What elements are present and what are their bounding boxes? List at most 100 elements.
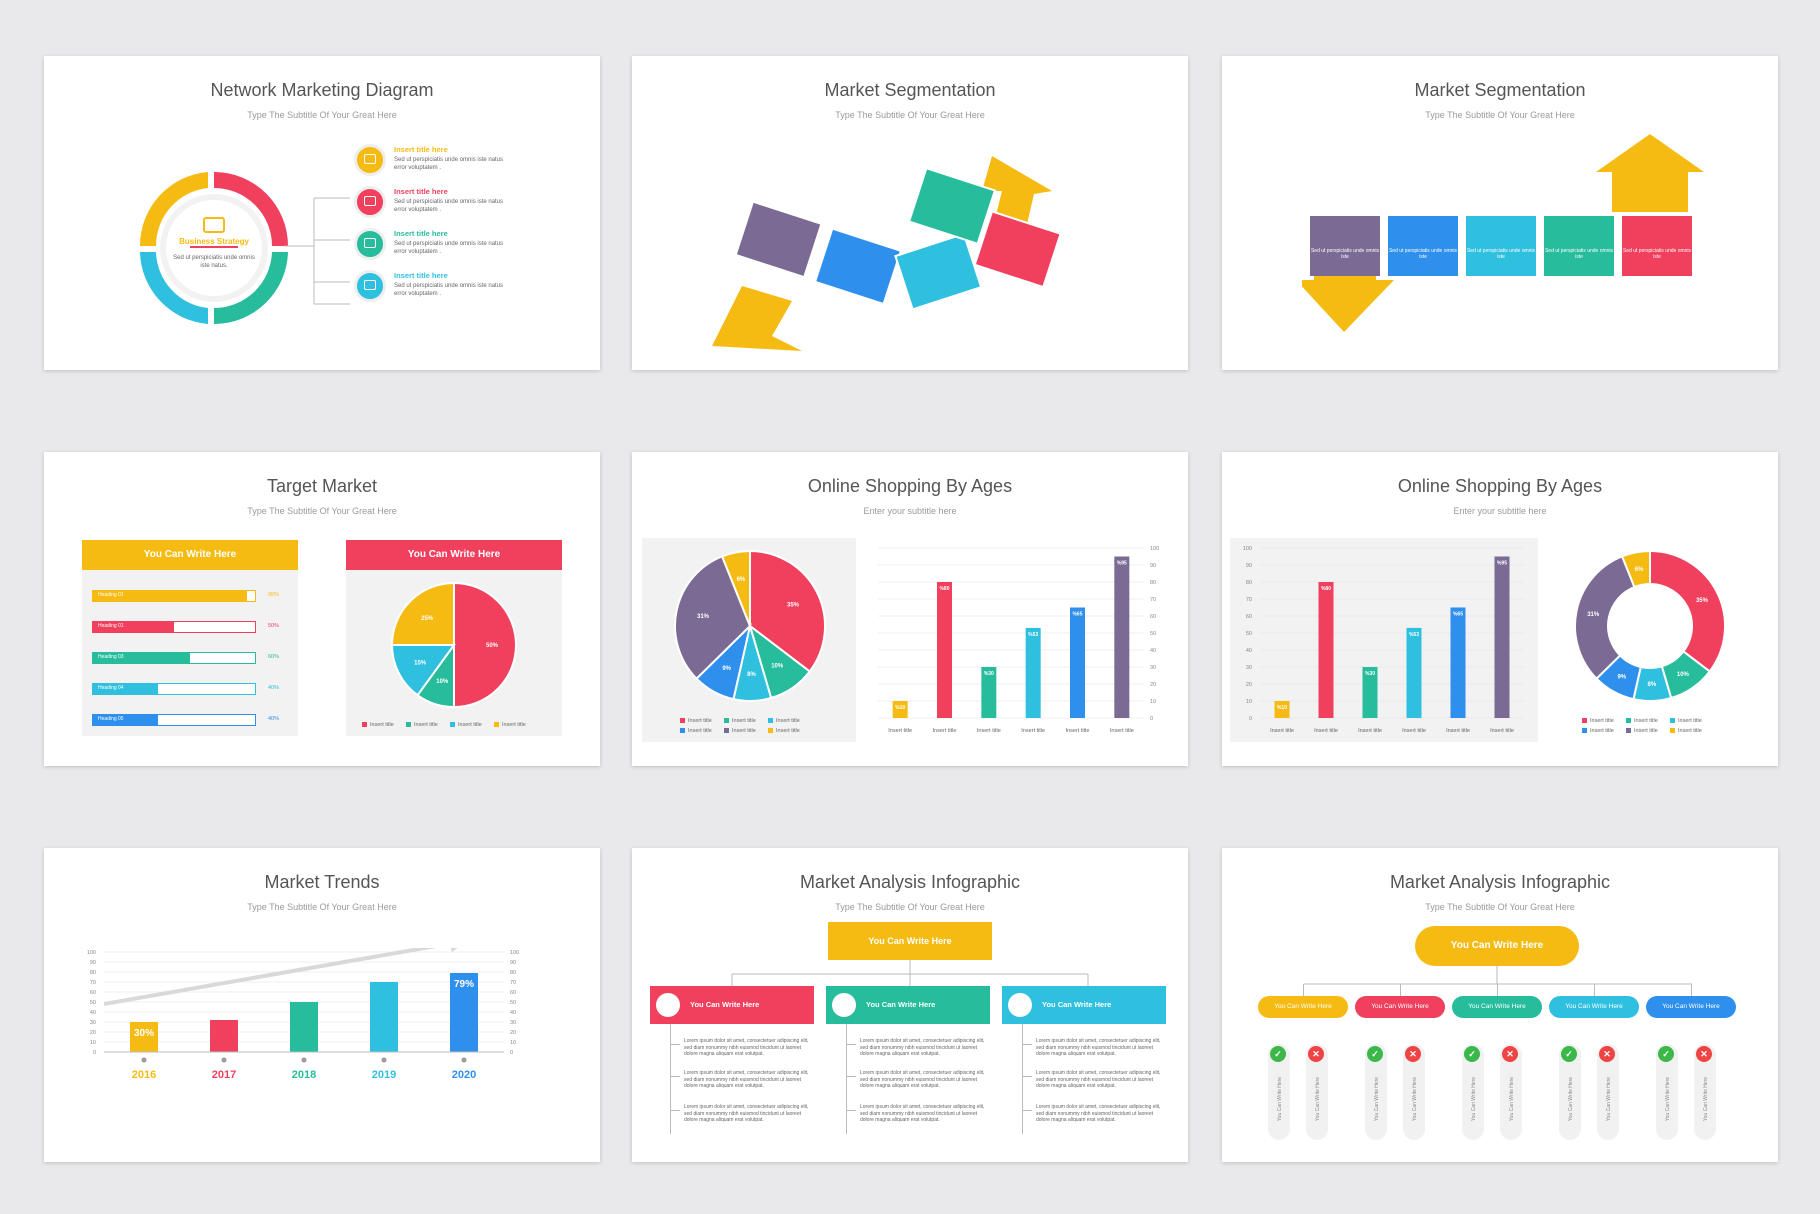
slide-title: Network Marketing Diagram (210, 80, 434, 100)
year-dot (221, 1057, 227, 1063)
vertical-pill (1268, 1044, 1290, 1140)
progress-label: Heading 05 (98, 716, 124, 722)
column-icon (832, 993, 856, 1017)
y-tick-label: 40 (90, 1010, 96, 1016)
slide-market-analysis-a[interactable]: Market Analysis Infographic Type The Sub… (632, 848, 1188, 1162)
category-label: 2016 (132, 1069, 156, 1081)
slide-subtitle: Type The Subtitle Of Your Great Here (247, 110, 397, 120)
column-header: You Can Write Here (650, 986, 814, 1024)
legend-swatch (1582, 728, 1587, 734)
item-text: Sed ut perspiciatis unde omnis iste natu… (394, 199, 504, 213)
legend-label: Insert title (732, 718, 756, 724)
top-pill: You Can Write Here (1415, 926, 1579, 966)
y-tick-label: 0 (1249, 716, 1252, 722)
legend-label: Insert title (776, 718, 800, 724)
slide-market-segmentation-b[interactable]: Market Segmentation Type The Subtitle Of… (1222, 56, 1778, 370)
y-tick-label: 30 (510, 1020, 516, 1026)
center-text: Sed ut perspiciatis unde omnis iste natu… (173, 255, 255, 269)
trend-arrow (103, 948, 437, 1006)
y-tick-label: 20 (1246, 682, 1252, 688)
slide-title: Market Trends (264, 872, 380, 892)
column-line (846, 1024, 847, 1134)
y-tick-label: 40 (1246, 648, 1252, 654)
legend-label: Insert title (458, 722, 482, 728)
y-tick-label: 70 (1246, 597, 1252, 603)
slide-market-analysis-b[interactable]: Market Analysis Infographic Type The Sub… (1222, 848, 1778, 1162)
legend-label: Insert title (370, 722, 394, 728)
vertical-text: You Can Write Here (1568, 1076, 1574, 1122)
slice-label: 31% (1587, 612, 1600, 618)
progress-percent: 50% (268, 623, 280, 629)
bar-label: %65 (1453, 612, 1463, 618)
bar (1025, 627, 1041, 718)
legend-label: Insert title (1678, 718, 1702, 724)
vertical-pill (1306, 1044, 1328, 1140)
y-tick-label: 60 (510, 990, 516, 996)
y-tick-label: 70 (90, 980, 96, 986)
pie-slice (1620, 549, 1651, 589)
legend-item: Insert title (1670, 728, 1702, 734)
progress-label: Heading 04 (98, 685, 124, 691)
slide-market-trends[interactable]: Market Trends Type The Subtitle Of Your … (44, 848, 600, 1162)
slice-label: 35% (787, 603, 800, 609)
branch-line (1303, 984, 1304, 996)
legend-label: Insert title (732, 728, 756, 734)
slide-target-market[interactable]: Target Market Type The Subtitle Of Your … (44, 452, 600, 766)
progress-percent: 40% (268, 685, 280, 691)
legend-item: Insert title (680, 718, 712, 724)
panel-right-header: You Can Write Here (346, 540, 562, 570)
legend-item: Insert title (768, 718, 800, 724)
y-tick-label: 70 (510, 980, 516, 986)
item-text: Sed ut perspiciatis unde omnis iste natu… (394, 283, 504, 297)
age-pie-chart: 35% 10% 8% 9% 31% 6% (674, 549, 826, 702)
category-label: Insert title (1110, 728, 1134, 734)
legend-label: Insert title (688, 728, 712, 734)
legend-swatch (768, 718, 773, 724)
legend-item: Insert title (1670, 718, 1702, 724)
slide-subtitle: Type The Subtitle Of Your Great Here (1425, 110, 1575, 120)
y-tick-label: 90 (1150, 563, 1156, 569)
slide-subtitle: Type The Subtitle Of Your Great Here (835, 110, 985, 120)
cross-icon: ✕ (1308, 1046, 1324, 1062)
legend-item: Insert title (724, 718, 756, 724)
panel-left (82, 540, 298, 736)
slide-market-segmentation-a[interactable]: Market Segmentation Type The Subtitle Of… (632, 56, 1188, 370)
branch-pill[interactable]: You Can Write Here (1258, 996, 1348, 1018)
y-tick-label: 20 (1150, 682, 1156, 688)
branch-pill[interactable]: You Can Write Here (1549, 996, 1639, 1018)
y-tick-label: 60 (1246, 614, 1252, 620)
branch-pill[interactable]: You Can Write Here (1646, 996, 1736, 1018)
category-label: 2020 (452, 1069, 476, 1081)
tree-lines (731, 960, 1089, 986)
category-label: Insert title (888, 728, 912, 734)
category-label: Insert title (1358, 728, 1382, 734)
item-title: Insert title here (394, 229, 448, 238)
branch-pill[interactable]: You Can Write Here (1355, 996, 1445, 1018)
branch-line (1497, 984, 1498, 996)
legend-swatch (494, 722, 499, 728)
legend-label: Insert title (688, 718, 712, 724)
bar (1274, 701, 1290, 718)
slide-online-shopping-a[interactable]: Online Shopping By Ages Enter your subti… (632, 452, 1188, 766)
progress-track: Heading 01 (92, 621, 256, 633)
icon-glyph (364, 280, 376, 290)
slice-label: 31% (697, 614, 710, 620)
slide-network-marketing[interactable]: Network Marketing Diagram Type The Subti… (44, 56, 600, 370)
tree-lines (1304, 966, 1692, 985)
category-label: Insert title (933, 728, 957, 734)
column-tick (846, 1076, 856, 1077)
y-tick-label: 10 (1246, 699, 1252, 705)
check-icon: ✓ (1270, 1046, 1286, 1062)
slide-title: Online Shopping By Ages (807, 476, 1013, 496)
y-tick-label: 30 (90, 1020, 96, 1026)
legend-item: Insert title (362, 722, 394, 728)
bar (981, 667, 997, 718)
y-tick-label: 90 (510, 960, 516, 966)
legend-item: Insert title (406, 722, 438, 728)
check-icon: ✓ (1658, 1046, 1674, 1062)
y-tick-label: 50 (1150, 631, 1156, 637)
slide-online-shopping-b[interactable]: Online Shopping By Ages Enter your subti… (1222, 452, 1778, 766)
legend-swatch (450, 722, 455, 728)
legend-item: Insert title (680, 728, 712, 734)
branch-pill[interactable]: You Can Write Here (1452, 996, 1542, 1018)
